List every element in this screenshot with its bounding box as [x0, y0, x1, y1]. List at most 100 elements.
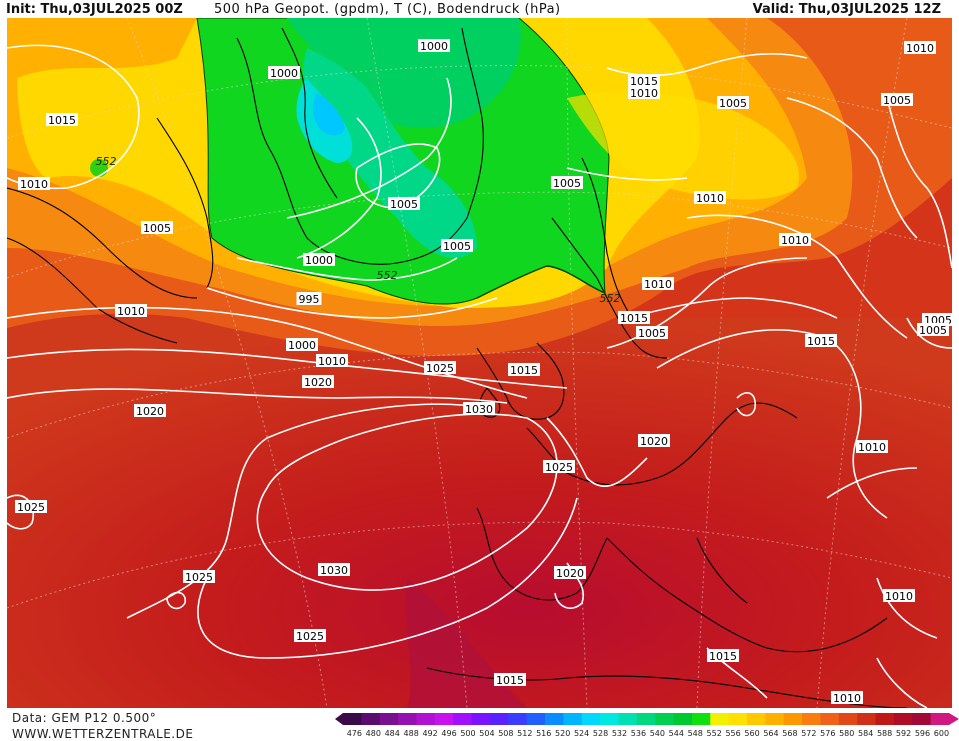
scale-swatch — [875, 713, 895, 725]
scale-tick-label: 508 — [498, 729, 513, 738]
isobar-label: 1010 — [628, 86, 660, 100]
scale-tick-label: 552 — [707, 729, 722, 738]
scale-tick-label: 600 — [934, 729, 949, 738]
scale-tick-label: 556 — [725, 729, 740, 738]
isobar-label: 1025 — [294, 629, 326, 643]
scale-tick-label: 484 — [385, 729, 400, 738]
scale-swatch — [673, 713, 693, 725]
isobar-label: 1005 — [441, 239, 473, 253]
website-label: WWW.WETTERZENTRALE.DE — [12, 727, 194, 741]
scale-swatch — [802, 713, 821, 725]
scale-swatch — [930, 713, 950, 725]
scale-swatch — [508, 713, 528, 725]
height-552-line — [476, 265, 606, 299]
scale-swatch — [618, 713, 638, 725]
scale-arrow-right — [949, 713, 959, 725]
scale-swatch — [526, 713, 546, 725]
contour-label-text: 1010 — [906, 42, 934, 55]
init-time-label: Init: Thu,03JUL2025 00Z — [6, 2, 183, 17]
isobar-label: 1010 — [694, 191, 726, 205]
contour-label-text: 1010 — [696, 192, 724, 205]
isobar-label: 1010 — [904, 41, 936, 55]
scale-swatch — [912, 713, 932, 725]
isobar-label: 1005 — [141, 221, 173, 235]
contour-label-text: 1010 — [885, 590, 913, 603]
contour-label-text: 1015 — [630, 75, 658, 88]
isobar-label: 1015 — [628, 74, 660, 88]
contour-label-text: 1010 — [117, 305, 145, 318]
isobar-label: 1020 — [134, 404, 166, 418]
isobar-label: 1005 — [551, 176, 583, 190]
scale-tick-label: 480 — [366, 729, 381, 738]
scale-swatch — [379, 713, 399, 725]
scale-swatch — [765, 713, 785, 725]
contour-label-text: 1000 — [305, 254, 333, 267]
isobar-label: 1010 — [642, 277, 674, 291]
scale-swatch — [838, 713, 858, 725]
contour-label-text: 1010 — [630, 87, 658, 100]
scale-swatch — [636, 713, 656, 725]
scale-tick-label: 492 — [422, 729, 437, 738]
contour-label-text: 552 — [96, 155, 117, 168]
scale-swatch — [820, 713, 840, 725]
isobar-label: 1025 — [424, 361, 456, 375]
scale-tick-label: 536 — [631, 729, 646, 738]
data-source-label: Data: GEM P12 0.500° — [12, 711, 157, 725]
scale-arrow-left — [335, 713, 343, 725]
color-scale-bar: 476 480 484 488 492 496 500 504 508 512 516 520 524 5… — [335, 713, 959, 738]
scale-swatch — [728, 713, 748, 725]
contour-label-text: 1005 — [883, 94, 911, 107]
contour-label-text: 1005 — [638, 327, 666, 340]
isobar-label: 1010 — [883, 589, 915, 603]
isobar-label: 1015 — [805, 334, 837, 348]
contour-label-text: 1005 — [143, 222, 171, 235]
scale-swatch — [710, 713, 730, 725]
contour-label-text: 1000 — [270, 67, 298, 80]
contour-label-text: 1005 — [719, 97, 747, 110]
isobar-label: 1015 — [508, 363, 540, 377]
scale-swatch — [343, 713, 362, 725]
isobar-label: 1005 — [636, 326, 668, 340]
scale-swatch — [747, 713, 766, 725]
contour-label-text: 1025 — [17, 501, 45, 514]
scale-tick-label: 516 — [536, 729, 551, 738]
contour-label-text: 1020 — [640, 435, 668, 448]
scale-tick-label: 596 — [915, 729, 930, 738]
scale-swatch — [691, 713, 711, 725]
isobar-label: 1010 — [856, 440, 888, 454]
isobar-label: 1005 — [917, 323, 949, 337]
scale-swatch — [489, 713, 509, 725]
scale-tick-label: 540 — [650, 729, 665, 738]
contour-label-text: 1010 — [858, 441, 886, 454]
contour-label-text: 1010 — [833, 692, 861, 705]
isobar-label: 1015 — [618, 311, 650, 325]
scale-tick-label: 580 — [839, 729, 854, 738]
contour-label-text: 1025 — [185, 571, 213, 584]
scale-swatch — [398, 713, 417, 725]
scale-tick-label: 572 — [801, 729, 816, 738]
scale-tick-label: 588 — [877, 729, 892, 738]
height-label: 552 — [377, 269, 398, 282]
isobar-label: 1025 — [183, 570, 215, 584]
contour-label-text: 1005 — [553, 177, 581, 190]
isobar-label: 1005 — [881, 93, 913, 107]
scale-swatch — [453, 713, 473, 725]
contour-label-text: 1010 — [318, 355, 346, 368]
contour-label-text: 1015 — [496, 674, 524, 687]
isobar-label: 1020 — [554, 566, 586, 580]
contour-label-text: 1025 — [545, 461, 573, 474]
scale-tick-label: 548 — [688, 729, 703, 738]
height-label: 552 — [600, 292, 621, 305]
isobar-label: 1025 — [543, 460, 575, 474]
isobar-label: 1005 — [717, 96, 749, 110]
contour-label-text: 1015 — [807, 335, 835, 348]
isobar-label: 1010 — [18, 177, 50, 191]
contour-label-text: 1010 — [20, 178, 48, 191]
isobar-label: 1000 — [418, 39, 450, 53]
scale-tick-label: 532 — [612, 729, 627, 738]
isobar-label: 1005 — [388, 197, 420, 211]
scale-tick-label: 576 — [820, 729, 835, 738]
scale-swatch — [471, 713, 491, 725]
